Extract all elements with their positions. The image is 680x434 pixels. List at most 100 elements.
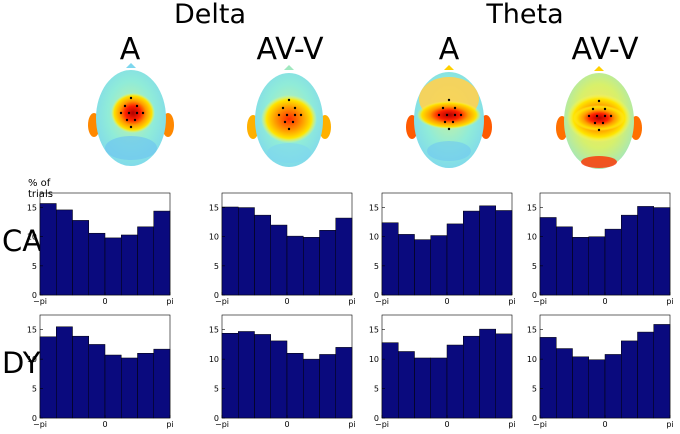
bar-bin3: [414, 357, 431, 419]
y-tick-label: 5: [32, 385, 37, 394]
bar-bin6: [463, 210, 480, 296]
bar-bin8: [495, 333, 513, 419]
y-tick-label: 0: [214, 414, 219, 423]
bar-bin7: [137, 226, 154, 296]
y-tick-label: 15: [369, 204, 379, 213]
electrode-markers: [437, 98, 463, 131]
bar-bin1: [221, 333, 239, 419]
condition-title-theta-av-v: AV-V: [571, 32, 639, 67]
y-axis-label-line1: % of: [28, 178, 51, 189]
y-tick-label: 5: [214, 385, 219, 394]
row-label-dy: DY: [2, 346, 41, 380]
bar-bin5: [604, 228, 622, 296]
x-tick-label: −pi: [33, 297, 47, 306]
y-tick-label: 15: [369, 326, 379, 335]
y-tick-label: 10: [527, 233, 537, 242]
bar-bin4: [270, 340, 288, 419]
x-tick-label: pi: [348, 297, 355, 306]
bar-bin6: [463, 335, 480, 419]
electrode-markers: [277, 98, 303, 131]
bar-bin2: [398, 351, 415, 419]
condition-title-delta-a: A: [119, 32, 141, 67]
x-tick-label: pi: [166, 420, 173, 429]
bar-bin5: [446, 223, 464, 296]
bar-bin2: [238, 331, 255, 419]
y-tick-label: 10: [369, 355, 379, 364]
bar-bin8: [335, 347, 353, 419]
bar-bin6: [303, 237, 320, 296]
bar-bin7: [479, 205, 496, 296]
electrode-markers: [119, 96, 145, 129]
bar-bin8: [653, 207, 671, 296]
electrode-markers: [587, 99, 613, 132]
x-tick-label: 0: [102, 420, 107, 429]
x-tick-label: −pi: [215, 420, 229, 429]
bar-bin2: [56, 209, 73, 296]
y-tick-label: 15: [527, 326, 537, 335]
bar-bin5: [604, 354, 622, 419]
head-map-delta-av-v: [247, 65, 331, 167]
bar-bin3: [72, 335, 89, 419]
x-tick-label: 0: [444, 297, 449, 306]
bar-bin8: [495, 210, 513, 296]
bar-bin5: [104, 354, 122, 419]
bar-bin4: [430, 235, 448, 296]
bar-bin5: [104, 237, 122, 296]
head-map-theta-a: [406, 65, 492, 168]
x-tick-label: pi: [508, 420, 515, 429]
bar-bin6: [303, 358, 320, 419]
y-tick-label: 10: [209, 355, 219, 364]
y-tick-label: 15: [27, 326, 37, 335]
x-tick-label: −pi: [533, 297, 547, 306]
y-tick-label: 0: [214, 291, 219, 300]
x-tick-label: pi: [166, 297, 173, 306]
y-tick-label: 5: [374, 385, 379, 394]
bar-bin1: [381, 222, 399, 296]
bar-bin3: [414, 239, 431, 296]
bar-bin3: [572, 237, 589, 296]
x-tick-label: pi: [348, 420, 355, 429]
bar-bin4: [88, 232, 106, 296]
bar-bin7: [637, 331, 654, 419]
head-map-delta-a: [88, 63, 174, 166]
y-tick-label: 10: [27, 355, 37, 364]
y-axis-label: % of trials: [28, 178, 53, 200]
condition-title-theta-a: A: [438, 32, 460, 67]
bar-bin4: [588, 236, 606, 296]
band-title-delta: Delta: [173, 0, 247, 30]
bar-bin3: [72, 220, 89, 296]
x-tick-label: −pi: [33, 420, 47, 429]
x-tick-label: 0: [602, 420, 607, 429]
bar-bin1: [381, 342, 399, 419]
y-tick-label: 0: [532, 414, 537, 423]
bar-bin8: [153, 210, 171, 296]
band-title-theta: Theta: [486, 0, 564, 30]
x-tick-label: −pi: [375, 420, 389, 429]
x-tick-label: 0: [444, 420, 449, 429]
x-tick-label: −pi: [375, 297, 389, 306]
y-tick-label: 0: [374, 414, 379, 423]
bar-bin6: [121, 357, 138, 419]
bar-bin8: [153, 348, 171, 419]
bar-bin7: [637, 206, 654, 296]
y-tick-label: 5: [32, 262, 37, 271]
condition-title-delta-av-v: AV-V: [256, 32, 324, 67]
bar-bin5: [286, 353, 304, 419]
head-map-theta-av-v: [556, 66, 642, 169]
x-tick-label: −pi: [215, 297, 229, 306]
bar-bin6: [121, 234, 138, 296]
bar-bin1: [221, 206, 239, 296]
y-tick-label: 15: [209, 204, 219, 213]
y-tick-label: 0: [32, 291, 37, 300]
bar-bin4: [588, 359, 606, 419]
x-tick-label: 0: [102, 297, 107, 306]
bar-bin2: [398, 234, 415, 296]
bar-bin2: [556, 348, 573, 419]
